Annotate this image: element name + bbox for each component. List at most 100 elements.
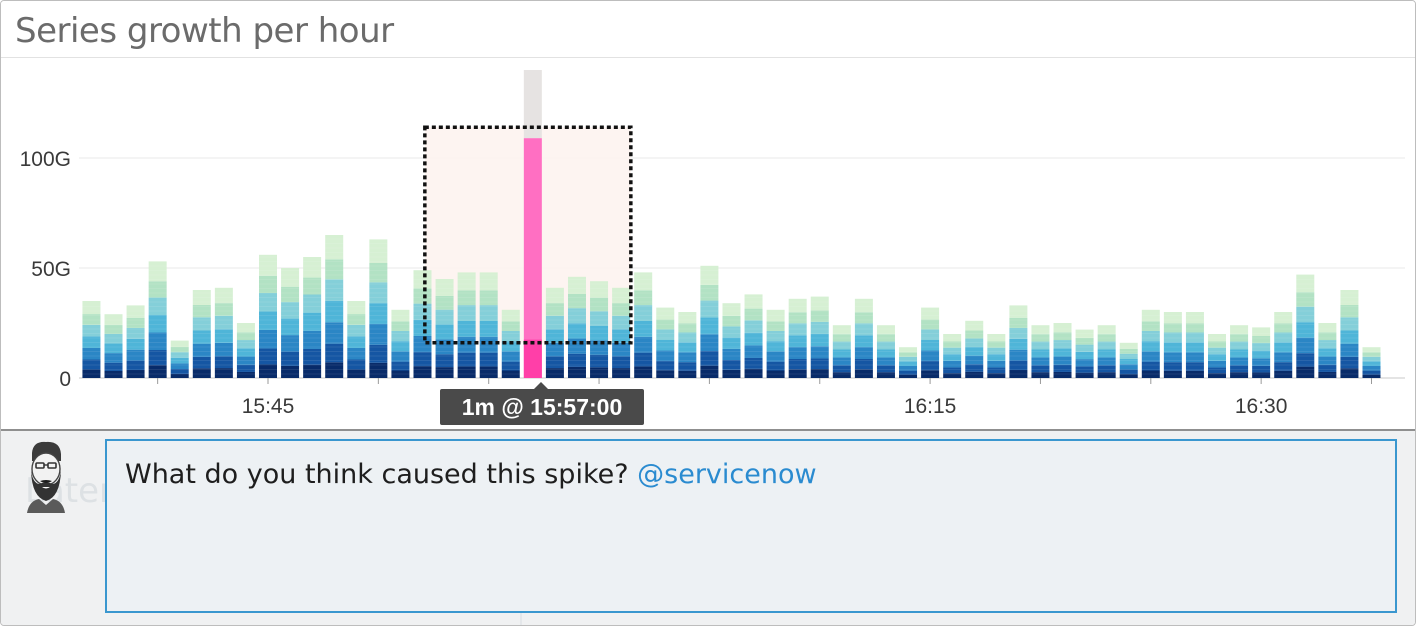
bar-segment bbox=[899, 361, 918, 366]
bar-segment bbox=[369, 262, 388, 283]
bar-segment bbox=[700, 265, 719, 285]
bar-segment bbox=[590, 281, 609, 298]
bar-segment bbox=[1075, 344, 1094, 352]
bar-segment bbox=[545, 329, 564, 343]
bar-segment bbox=[1075, 337, 1094, 345]
bar-segment bbox=[82, 369, 101, 378]
bar-segment bbox=[1340, 356, 1359, 369]
bar-segment bbox=[1119, 374, 1138, 378]
bar-segment bbox=[236, 364, 255, 372]
bar-segment bbox=[1340, 343, 1359, 357]
bar-segment bbox=[788, 323, 807, 336]
bar-segment bbox=[700, 300, 719, 318]
comment-input[interactable]: What do you think caused this spike? @se… bbox=[105, 439, 1397, 613]
bar-segment bbox=[303, 277, 322, 295]
bar-segment bbox=[656, 361, 675, 371]
bar-segment bbox=[192, 343, 211, 357]
bar-segment bbox=[854, 358, 873, 370]
bar-segment bbox=[634, 352, 653, 367]
bar-segment bbox=[1340, 368, 1359, 378]
bar-segment bbox=[104, 370, 123, 378]
bar-segment bbox=[744, 320, 763, 333]
bar-segment bbox=[126, 338, 145, 350]
bar-segment bbox=[1362, 356, 1381, 362]
bar-segment bbox=[325, 300, 344, 323]
bar-segment bbox=[766, 370, 785, 378]
bar-segment bbox=[1053, 364, 1072, 372]
bar-segment bbox=[1362, 365, 1381, 371]
bar-segment bbox=[965, 364, 984, 372]
bar-segment bbox=[347, 347, 366, 360]
bar-segment bbox=[236, 323, 255, 333]
bar-segment bbox=[678, 362, 697, 371]
bar-segment bbox=[148, 365, 167, 378]
bar-segment bbox=[501, 361, 520, 371]
bar-segment bbox=[810, 369, 829, 378]
bar-segment bbox=[170, 352, 189, 358]
bar-segment bbox=[1208, 354, 1227, 361]
bar-segment bbox=[899, 365, 918, 371]
bar-segment bbox=[457, 336, 476, 353]
bar-segment bbox=[457, 272, 476, 291]
highlight-bar-base bbox=[523, 339, 542, 378]
bar-segment bbox=[744, 357, 763, 369]
bar-segment bbox=[1185, 312, 1204, 324]
bar-segment bbox=[1230, 372, 1249, 378]
y-tick-label: 0 bbox=[59, 368, 71, 391]
bar-segment bbox=[854, 369, 873, 378]
bar-segment bbox=[1274, 362, 1293, 371]
comment-body: What do you think caused this spike? bbox=[125, 459, 638, 490]
bar-segment bbox=[832, 349, 851, 358]
bar-segment bbox=[656, 339, 675, 351]
bar-segment bbox=[501, 351, 520, 362]
bar-segment bbox=[214, 315, 233, 330]
bar-segment bbox=[1296, 337, 1315, 354]
bar-segment bbox=[987, 367, 1006, 374]
comment-text[interactable]: What do you think caused this spike? @se… bbox=[125, 459, 817, 490]
bar-segment bbox=[148, 297, 167, 316]
bar-segment bbox=[678, 342, 697, 353]
bar-segment bbox=[148, 281, 167, 298]
bar-segment bbox=[612, 287, 631, 304]
bar-segment bbox=[678, 332, 697, 343]
stacked-bar-chart[interactable]: 0 50G 100G 15:45 16:15 16:30 bbox=[1, 58, 1415, 428]
bar-segment bbox=[259, 364, 277, 378]
avatar[interactable] bbox=[23, 439, 69, 513]
bar-segment bbox=[876, 334, 895, 342]
bar-segment bbox=[788, 312, 807, 324]
bar-segment bbox=[325, 362, 344, 378]
bar-segment bbox=[1009, 305, 1028, 318]
bar-segment bbox=[567, 323, 586, 339]
bar-segment bbox=[479, 305, 498, 321]
bar-segment bbox=[567, 353, 586, 367]
bar-segment bbox=[744, 332, 763, 346]
bar-segment bbox=[192, 356, 211, 369]
bar-segment bbox=[545, 342, 564, 357]
bar-segment bbox=[1296, 366, 1315, 378]
bar-segment bbox=[413, 366, 432, 378]
bar-segment bbox=[1208, 347, 1227, 355]
bar-segment bbox=[744, 368, 763, 378]
bar-segment bbox=[943, 367, 962, 374]
mention-link[interactable]: @servicenow bbox=[637, 459, 817, 490]
bar-segment bbox=[501, 321, 520, 331]
bar-segment bbox=[943, 360, 962, 368]
bar-segment bbox=[391, 361, 410, 371]
bar-segment bbox=[1053, 332, 1072, 341]
bar-segment bbox=[876, 325, 895, 335]
bar-segment bbox=[921, 307, 940, 320]
chart-area[interactable]: 0 50G 100G 15:45 16:15 16:30 bbox=[1, 58, 1415, 428]
bar-segment bbox=[1185, 342, 1204, 353]
bar-segment bbox=[192, 290, 211, 305]
bar-segment bbox=[832, 372, 851, 378]
bar-segment bbox=[170, 369, 189, 374]
bar-segment bbox=[590, 297, 609, 312]
comment-area: Latency by host (ms) ⚙ ⚙ What do you thi… bbox=[1, 431, 1415, 625]
bar-segment bbox=[810, 346, 829, 359]
bar-segment bbox=[259, 329, 277, 349]
bar-segment bbox=[700, 317, 719, 335]
bar-segment bbox=[236, 348, 255, 357]
bar-segment bbox=[567, 276, 586, 295]
bar-segment bbox=[943, 373, 962, 378]
bar-segment bbox=[281, 335, 300, 352]
